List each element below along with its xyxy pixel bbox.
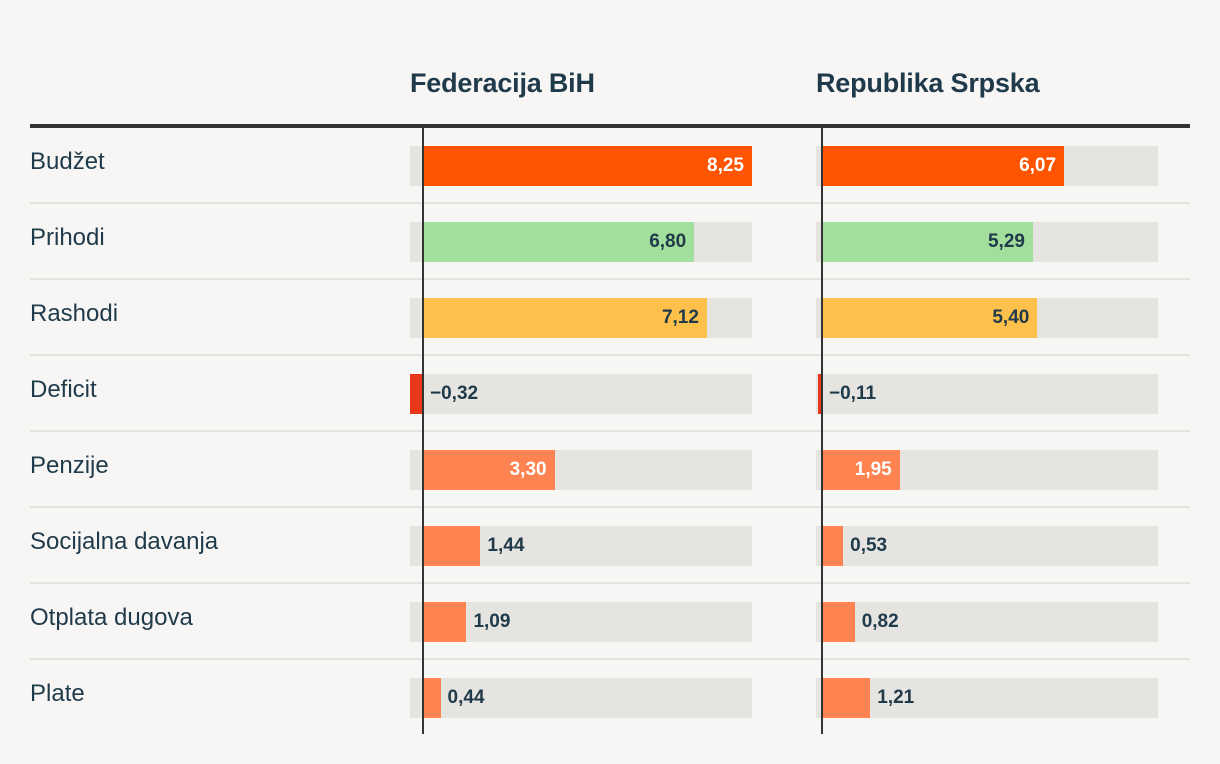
bar bbox=[410, 374, 423, 414]
data-label: 6,80 bbox=[649, 231, 687, 252]
bar bbox=[423, 146, 752, 186]
bar bbox=[822, 678, 871, 718]
data-label: 5,29 bbox=[987, 231, 1025, 252]
data-label: 1,95 bbox=[854, 459, 892, 480]
bar bbox=[822, 450, 900, 490]
column-header-federacija: Federacija BiH bbox=[410, 68, 595, 98]
row-label: Penzije bbox=[30, 452, 109, 479]
bar bbox=[423, 526, 481, 566]
data-label: −0,32 bbox=[430, 383, 479, 404]
row-divider bbox=[30, 202, 1190, 204]
data-label: 3,30 bbox=[509, 459, 547, 480]
bar-track bbox=[410, 602, 752, 642]
bar bbox=[822, 146, 1065, 186]
bar bbox=[822, 526, 844, 566]
row-divider bbox=[30, 506, 1190, 508]
data-label: 7,12 bbox=[661, 307, 699, 328]
bar bbox=[817, 374, 822, 414]
zero-axis bbox=[821, 126, 823, 734]
row-divider bbox=[30, 430, 1190, 432]
header-rule bbox=[30, 124, 1190, 128]
row-divider bbox=[30, 354, 1190, 356]
data-label: 0,53 bbox=[850, 535, 888, 556]
bar bbox=[423, 678, 441, 718]
bar bbox=[423, 222, 695, 262]
bar bbox=[822, 602, 855, 642]
row-label: Plate bbox=[30, 680, 85, 707]
bar bbox=[822, 298, 1038, 338]
row-label: Rashodi bbox=[30, 300, 119, 327]
bar bbox=[423, 298, 707, 338]
bar-track bbox=[816, 374, 1158, 414]
zero-axis bbox=[422, 126, 424, 734]
bar-track bbox=[816, 602, 1158, 642]
data-label: 5,40 bbox=[992, 307, 1030, 328]
bar-track bbox=[410, 374, 752, 414]
bar-track bbox=[410, 678, 752, 718]
row-divider bbox=[30, 278, 1190, 280]
row-divider bbox=[30, 658, 1190, 660]
row-label: Budžet bbox=[30, 148, 105, 175]
data-label: 8,25 bbox=[707, 155, 744, 176]
bar-track bbox=[816, 526, 1158, 566]
data-label: 1,44 bbox=[487, 535, 525, 556]
row-label: Socijalna davanja bbox=[30, 528, 219, 555]
row-label: Otplata dugova bbox=[30, 604, 193, 631]
bar bbox=[822, 222, 1033, 262]
data-label: 1,09 bbox=[473, 611, 511, 632]
data-label: 1,21 bbox=[877, 687, 915, 708]
data-label: 0,82 bbox=[861, 611, 899, 632]
data-label: −0,11 bbox=[829, 383, 877, 404]
column-header-republika: Republika Srpska bbox=[816, 68, 1040, 98]
bar bbox=[423, 602, 467, 642]
data-label: 0,44 bbox=[447, 687, 485, 708]
row-label: Prihodi bbox=[30, 224, 105, 251]
row-label: Deficit bbox=[30, 376, 97, 403]
data-label: 6,07 bbox=[1019, 155, 1057, 176]
bar bbox=[423, 450, 555, 490]
row-divider bbox=[30, 582, 1190, 584]
bar-track bbox=[816, 678, 1158, 718]
